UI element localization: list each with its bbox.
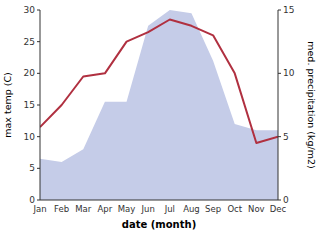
y2-tick xyxy=(278,10,281,11)
x-tick-label: Aug xyxy=(183,204,200,214)
y-tick xyxy=(37,105,40,106)
x-tick-label: Dec xyxy=(270,204,287,214)
plot-area xyxy=(40,10,278,200)
x-tick-label: Jan xyxy=(32,204,46,214)
y-tick-label: 20 xyxy=(24,68,36,78)
y-tick-label: 5 xyxy=(29,163,35,173)
x-axis-title: date (month) xyxy=(122,219,196,230)
y2-tick-label: 5 xyxy=(283,132,289,142)
y-axis-title: max temp (C) xyxy=(2,72,13,138)
y-tick-label: 25 xyxy=(24,37,35,47)
y-tick-label: 30 xyxy=(24,5,36,15)
y2-tick xyxy=(278,136,281,137)
y-tick xyxy=(37,200,40,201)
y2-tick xyxy=(278,200,281,201)
y2-tick xyxy=(278,73,281,74)
y-tick xyxy=(37,136,40,137)
x-tick-label: Sep xyxy=(205,204,221,214)
y-tick xyxy=(37,168,40,169)
x-tick-label: Nov xyxy=(248,204,265,214)
x-tick-label: Feb xyxy=(54,204,69,214)
y2-axis-line xyxy=(278,10,279,200)
y-tick-label: 10 xyxy=(24,132,36,142)
background xyxy=(0,0,318,247)
area xyxy=(40,10,278,200)
y-tick xyxy=(37,41,40,42)
x-tick-label: Apr xyxy=(98,204,113,214)
x-tick-label: Oct xyxy=(227,204,242,214)
x-axis-line xyxy=(40,200,278,201)
y2-axis-title: med. precipitation (kg/m2) xyxy=(306,41,317,168)
line xyxy=(40,20,278,144)
y2-tick-label: 10 xyxy=(283,68,295,78)
chart: 051015202530051015JanFebMarAprMayJunJulA… xyxy=(0,0,318,247)
x-tick-label: May xyxy=(118,204,136,214)
y2-tick-label: 15 xyxy=(283,5,294,15)
x-tick-label: Jul xyxy=(164,204,175,214)
y-tick-label: 15 xyxy=(24,100,35,110)
y-tick xyxy=(37,73,40,74)
x-tick-label: Mar xyxy=(75,204,92,214)
y-tick xyxy=(37,10,40,11)
x-tick-label: Jun xyxy=(141,204,155,214)
